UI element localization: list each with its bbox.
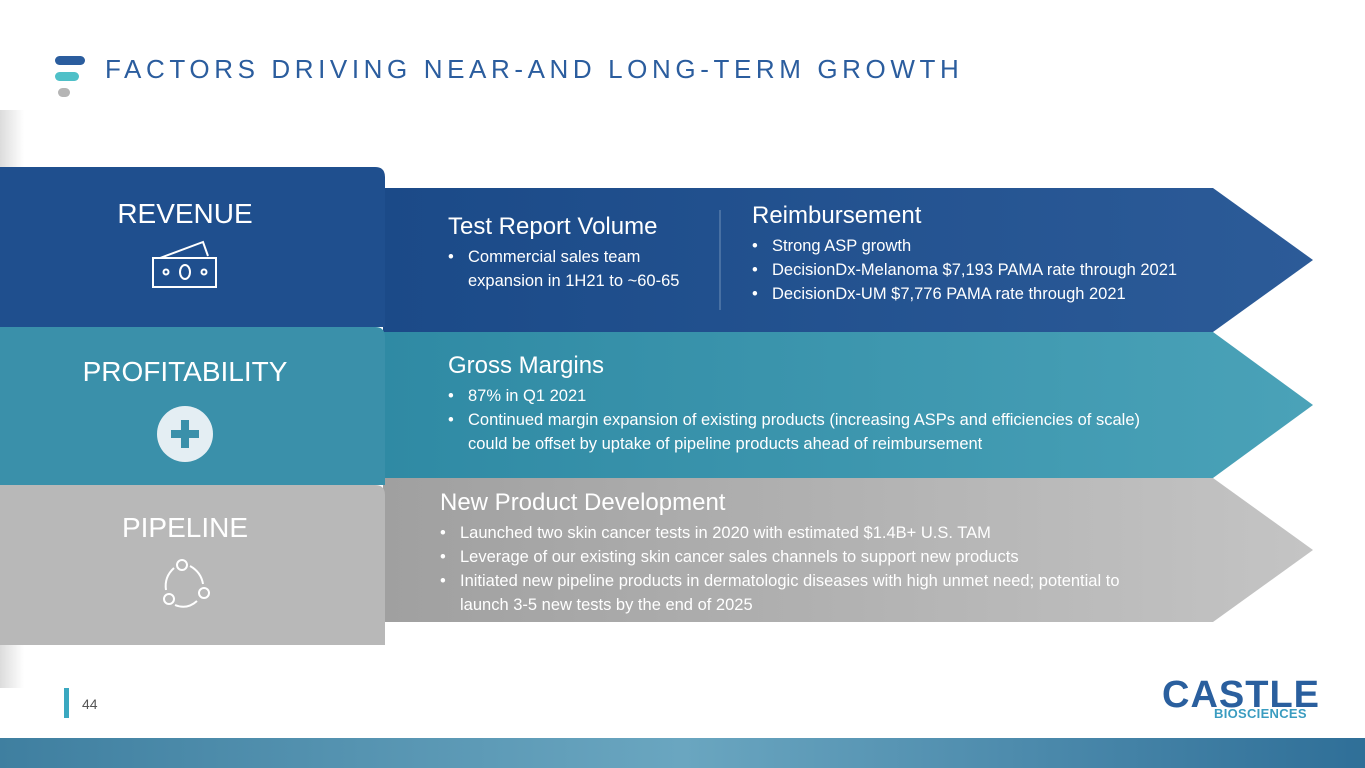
logo-subtitle: BIOSCIENCES (1214, 706, 1307, 721)
section: New Product Development Launched two ski… (440, 489, 1120, 617)
bullet: Continued margin expansion of existing p… (448, 408, 1168, 456)
row-label: PROFITABILITY (82, 356, 288, 387)
bullet: Launched two skin cancer tests in 2020 w… (440, 521, 1120, 545)
bullet: Strong ASP growth (752, 234, 1272, 258)
bullet: Initiated new pipeline products in derma… (440, 569, 1120, 617)
slide-title: FACTORS DRIVING NEAR-AND LONG-TERM GROWT… (105, 54, 964, 84)
row-label: PIPELINE (121, 512, 249, 543)
section-heading: Gross Margins (448, 352, 605, 379)
section-heading: Test Report Volume (448, 213, 658, 240)
section-heading: Reimbursement (752, 202, 922, 229)
bullet: DecisionDx-UM $7,776 PAMA rate through 2… (752, 282, 1272, 306)
bullet: Leverage of our existing skin cancer sal… (440, 545, 1120, 569)
row-label: REVENUE (117, 198, 253, 229)
bullet: 87% in Q1 2021 (448, 384, 1168, 408)
section-heading: New Product Development (440, 489, 726, 516)
section: Test Report Volume Commercial sales team… (448, 213, 713, 293)
section: Gross Margins 87% in Q1 2021 Continued m… (448, 352, 1168, 456)
logo: CASTLE (1162, 674, 1320, 716)
page-number: 44 (82, 696, 98, 712)
section: Reimbursement Strong ASP growth Decision… (752, 202, 1272, 306)
bullet: DecisionDx-Melanoma $7,193 PAMA rate thr… (752, 258, 1272, 282)
bullet: Commercial sales team expansion in 1H21 … (448, 245, 713, 293)
